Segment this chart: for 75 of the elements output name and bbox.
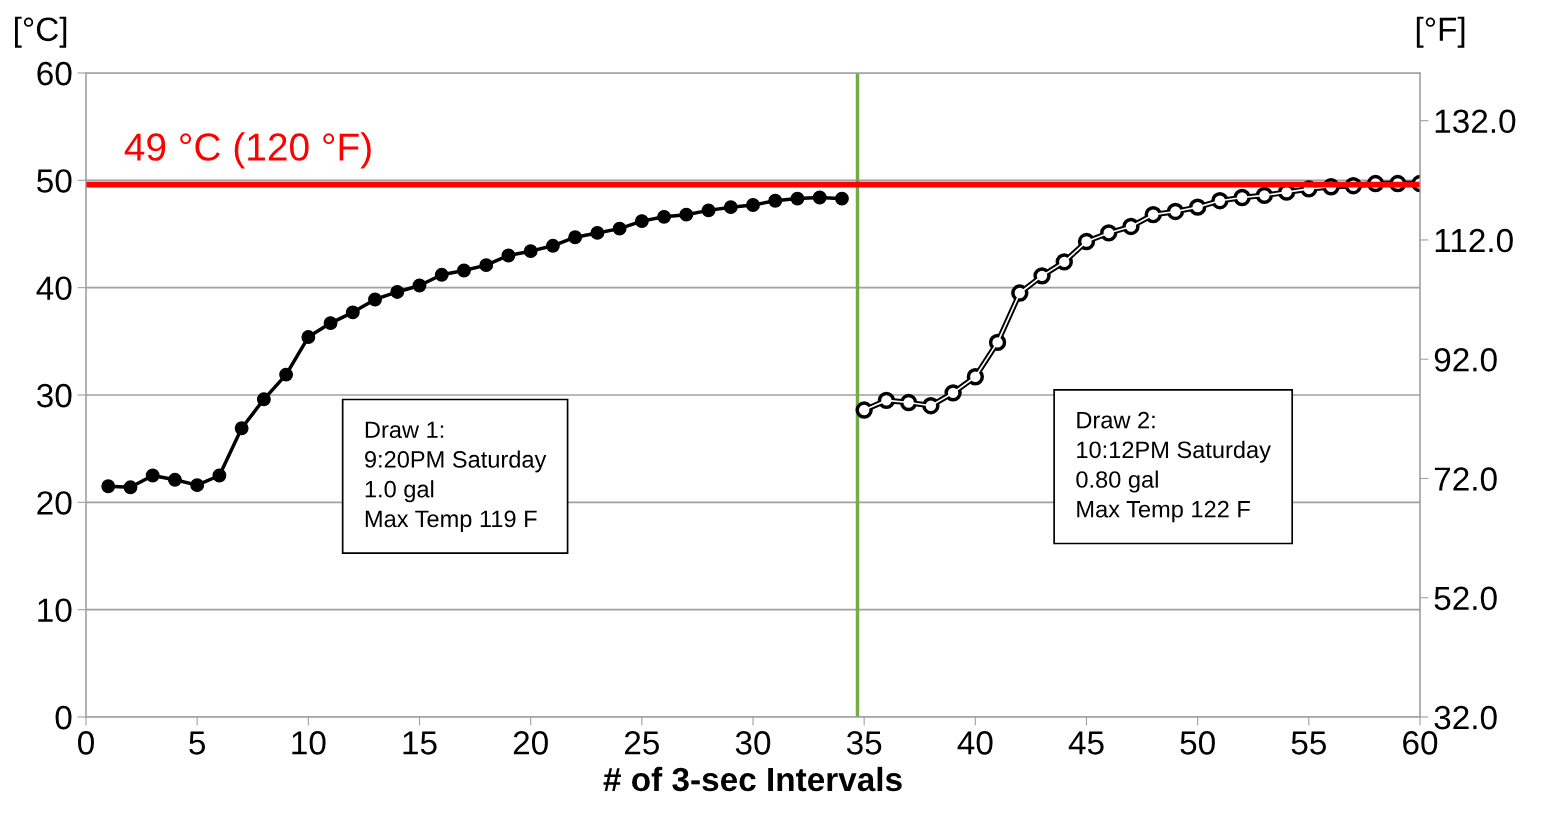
- annotation: Draw 1: 9:20PM Saturday 1.0 gal Max Temp 119 F: [365, 421, 547, 532]
- point: [545, 238, 560, 253]
- point: [568, 230, 583, 245]
- point: [634, 214, 649, 229]
- point: [899, 393, 918, 412]
- point: [612, 221, 627, 236]
- x-tick-label: 15: [403, 731, 437, 755]
- y2-tick-label: 112.0: [1435, 228, 1513, 253]
- x-tick-label: 35: [846, 731, 882, 755]
- y2-tick-label: 72.0: [1434, 467, 1497, 491]
- x-tick-label: 25: [624, 731, 659, 755]
- y2-tick-label: 52.0: [1434, 586, 1497, 611]
- point: [877, 391, 896, 410]
- point: [368, 292, 382, 307]
- point: [768, 193, 783, 208]
- point: [855, 401, 873, 419]
- x-tick-label: 5: [189, 731, 206, 755]
- point: [145, 468, 160, 483]
- point: [167, 472, 182, 487]
- point: [590, 225, 605, 240]
- x-tick-label: 0: [78, 731, 94, 755]
- point: [1077, 232, 1096, 251]
- point: [301, 330, 316, 344]
- y-axis-title: [°C]: [15, 16, 67, 48]
- y2-axis-title: [°F]: [1416, 16, 1465, 48]
- annotation: Draw 2: 10:12PM Saturday 0.80 gal Max Temp 122 F: [1076, 411, 1271, 523]
- point: [101, 479, 116, 494]
- point: [323, 316, 338, 331]
- x-tick-label: 45: [1068, 731, 1104, 755]
- y-tick-label: 60: [37, 61, 72, 86]
- point: [412, 278, 427, 293]
- y2-tick-label: 32.0: [1434, 705, 1497, 730]
- point: [812, 190, 827, 205]
- y-tick-label: 30: [37, 383, 72, 408]
- ref-line-label: 49 °C (120 °F): [124, 132, 371, 169]
- x-tick-label: 50: [1180, 731, 1215, 755]
- y2-tick-label: 92.0: [1434, 348, 1497, 372]
- point: [1211, 192, 1229, 210]
- y-tick-label: 50: [37, 169, 72, 193]
- y-tick-label: 40: [36, 276, 72, 301]
- point: [988, 333, 1007, 352]
- point: [434, 267, 449, 282]
- point: [501, 248, 516, 263]
- point: [1122, 217, 1140, 236]
- x-tick-label: 60: [1403, 731, 1438, 755]
- point: [345, 305, 360, 320]
- x-axis-title: # of 3-sec Intervals: [603, 766, 902, 792]
- point: [1055, 253, 1073, 271]
- point: [746, 198, 760, 212]
- y-tick-label: 10: [38, 598, 72, 623]
- y-tick-label: 0: [55, 705, 72, 730]
- point: [123, 480, 138, 495]
- point: [679, 207, 694, 222]
- point: [390, 285, 405, 299]
- point: [234, 421, 249, 436]
- point: [479, 258, 494, 273]
- point: [457, 263, 471, 278]
- x-tick-label: 55: [1291, 731, 1326, 755]
- point: [256, 392, 271, 407]
- x-tick-label: 20: [513, 731, 548, 755]
- point: [723, 200, 738, 215]
- y2-tick-label: 132.0: [1435, 109, 1516, 134]
- point: [834, 191, 849, 206]
- x-tick-label: 30: [735, 731, 771, 755]
- y-tick-label: 20: [37, 491, 72, 515]
- point: [212, 468, 227, 483]
- point: [523, 244, 538, 259]
- point: [657, 209, 672, 224]
- x-tick-label: 40: [957, 731, 993, 755]
- x-tick-label: 10: [292, 731, 326, 755]
- point: [1166, 202, 1185, 221]
- point: [190, 478, 205, 493]
- point: [790, 191, 805, 206]
- point: [701, 203, 716, 218]
- point: [279, 367, 294, 382]
